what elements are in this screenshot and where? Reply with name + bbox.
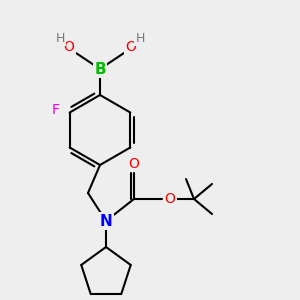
Text: O: O (126, 40, 136, 54)
Text: B: B (94, 61, 106, 76)
Text: O: O (64, 40, 74, 54)
Text: H: H (135, 32, 145, 44)
Text: F: F (52, 103, 60, 118)
Text: O: O (129, 157, 140, 171)
Text: O: O (165, 192, 176, 206)
Text: N: N (100, 214, 112, 229)
Text: H: H (55, 32, 65, 44)
